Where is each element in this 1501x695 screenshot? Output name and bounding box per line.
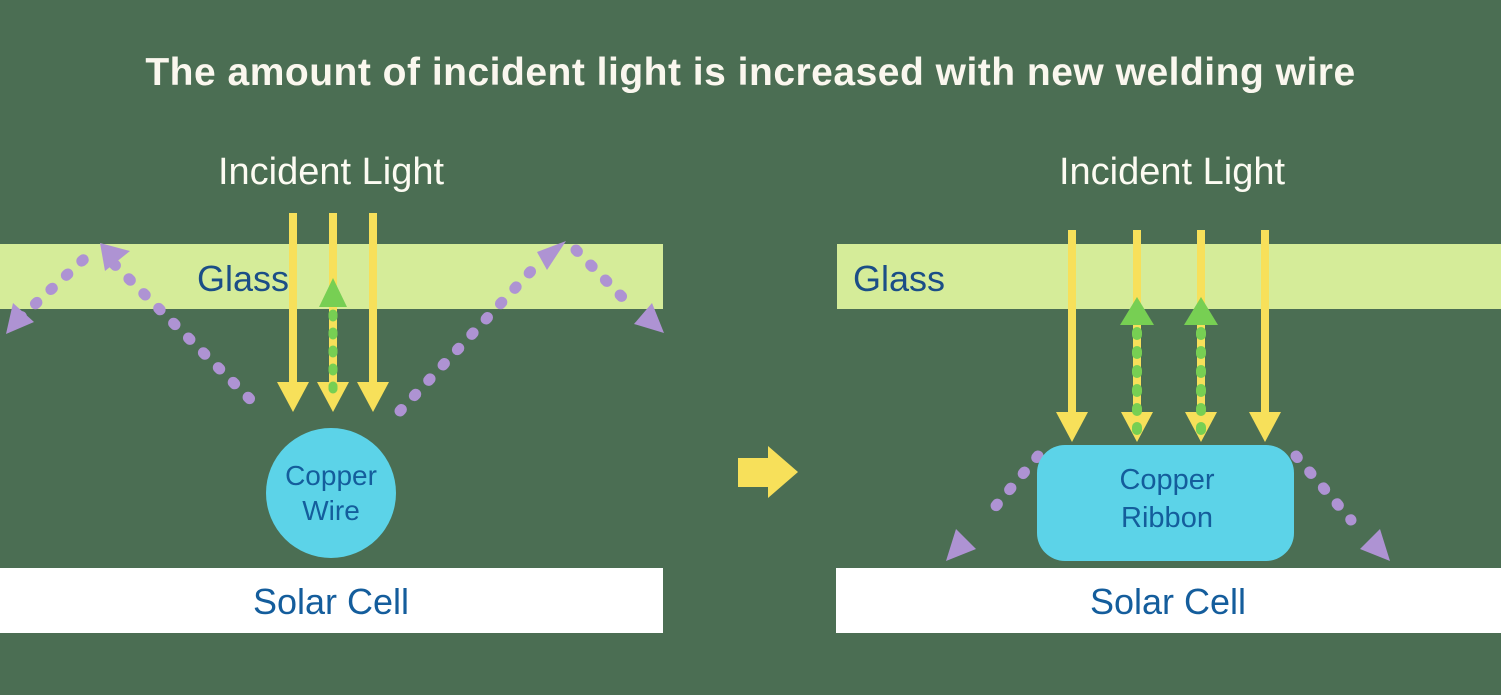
copper-wire-label-line2: Wire <box>302 495 360 526</box>
page-title: The amount of incident light is increase… <box>145 51 1356 94</box>
returned-ray-arrow-left <box>319 278 347 409</box>
reflection-arrowhead <box>537 241 566 270</box>
solar-cell-label-left: Solar Cell <box>252 581 410 622</box>
reflection-arrowhead <box>634 303 664 333</box>
solar-cell-bar-right <box>836 568 1501 633</box>
reflection-arrowhead <box>1360 529 1390 561</box>
copper-wire-circle <box>266 428 396 558</box>
reflected-ray-path-left <box>6 241 664 417</box>
reflected-ray-path-right <box>946 450 1390 561</box>
solar-cell-bar-left <box>0 568 663 633</box>
glass-band-right <box>837 244 1501 309</box>
copper-ribbon-label-line1: Copper <box>1119 464 1215 496</box>
reflection-arrowhead <box>100 243 130 271</box>
returned-ray-arrows-right <box>1120 297 1218 441</box>
glass-label-right: Glass <box>853 258 946 299</box>
incident-light-label-right: Incident Light <box>1058 151 1286 193</box>
reflection-arrowhead <box>6 303 34 334</box>
copper-ribbon-label-line2: Ribbon <box>1121 502 1213 534</box>
copper-ribbon-shape <box>1037 445 1294 561</box>
glass-label-left: Glass <box>197 258 290 299</box>
copper-wire-label: Copper Wire <box>241 458 421 528</box>
copper-ribbon-label: Copper Ribbon <box>1047 461 1287 537</box>
copper-wire-label-line1: Copper <box>285 460 377 491</box>
incident-light-label-left: Incident Light <box>217 151 445 193</box>
solar-cell-label-right: Solar Cell <box>1089 581 1247 622</box>
reflection-arrowhead <box>946 529 976 561</box>
transform-arrow-icon <box>738 446 798 498</box>
